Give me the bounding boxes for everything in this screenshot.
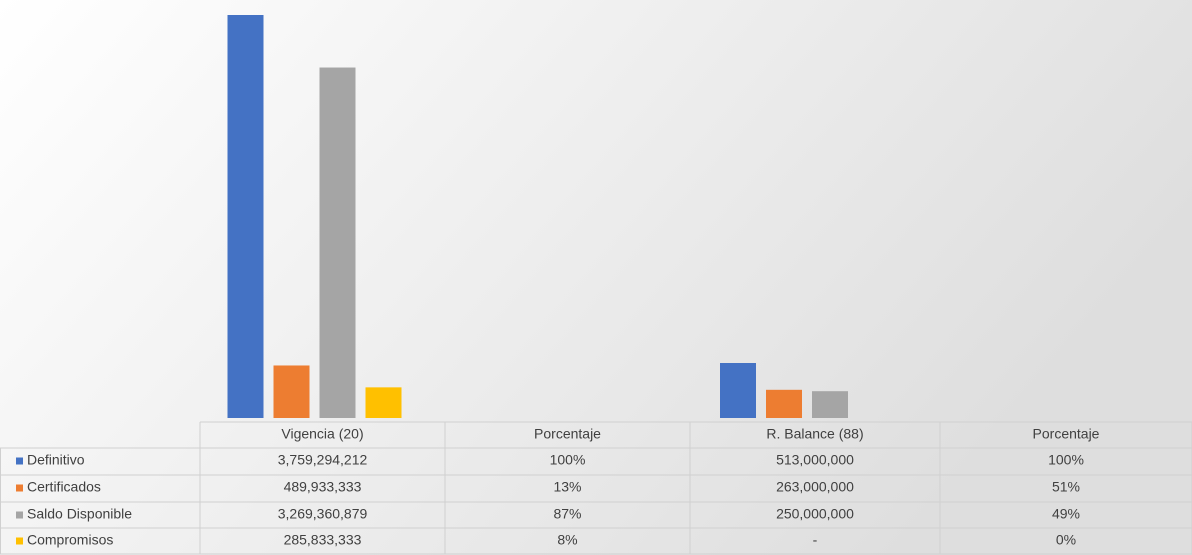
legend-label: Compromisos <box>27 532 113 548</box>
bar <box>273 365 310 418</box>
bar <box>319 67 356 418</box>
table-cell: 489,933,333 <box>284 479 362 495</box>
legend-label: Definitivo <box>27 452 85 468</box>
bar <box>720 363 756 418</box>
category-label: Porcentaje <box>1033 426 1100 442</box>
legend-label: Saldo Disponible <box>27 506 132 522</box>
legend-key <box>16 457 23 465</box>
table-cell: - <box>813 532 818 548</box>
table-cell: 87% <box>553 506 581 522</box>
bar <box>365 387 402 418</box>
legend-key <box>16 484 23 492</box>
category-label: R. Balance (88) <box>766 426 863 442</box>
bar <box>812 391 848 418</box>
table-cell: 250,000,000 <box>776 506 854 522</box>
table-cell: 0% <box>1056 532 1076 548</box>
table-cell: 513,000,000 <box>776 452 854 468</box>
table-cell: 263,000,000 <box>776 479 854 495</box>
table-cell: 13% <box>553 479 581 495</box>
legend-label: Certificados <box>27 479 101 495</box>
bar <box>766 389 802 418</box>
table-cell: 3,269,360,879 <box>278 506 368 522</box>
table-cell: 3,759,294,212 <box>278 452 368 468</box>
bar <box>227 15 264 418</box>
table-cell: 51% <box>1052 479 1080 495</box>
table-cell: 100% <box>1048 452 1084 468</box>
table-cell: 8% <box>557 532 577 548</box>
table-cell: 285,833,333 <box>284 532 362 548</box>
legend-key <box>16 511 23 519</box>
category-label: Vigencia (20) <box>281 426 363 442</box>
table-cell: 100% <box>550 452 586 468</box>
table-cell: 49% <box>1052 506 1080 522</box>
legend-key <box>16 537 23 545</box>
category-label: Porcentaje <box>534 426 601 442</box>
